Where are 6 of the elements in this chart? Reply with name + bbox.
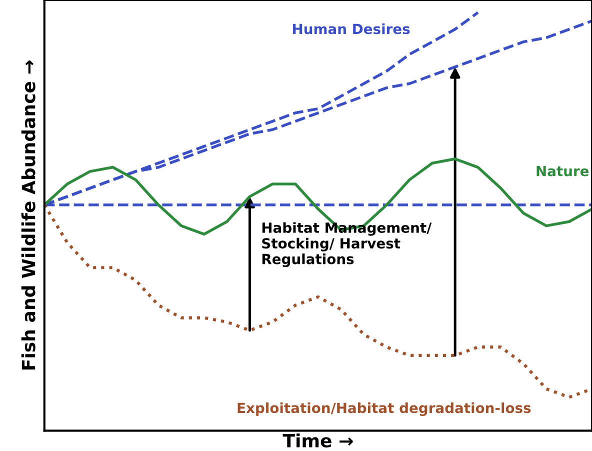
series-label: Exploitation/Habitat degradation-loss [238,402,531,416]
x-axis-title: Time → [282,433,353,448]
annotation: Habitat Management/ Stocking/ Harvest Regulations [262,222,432,268]
text: Nature [536,166,589,176]
series-label: Human Desires [293,23,410,34]
y-axis-title: Fish and Wildlife Abundance → [21,60,36,370]
